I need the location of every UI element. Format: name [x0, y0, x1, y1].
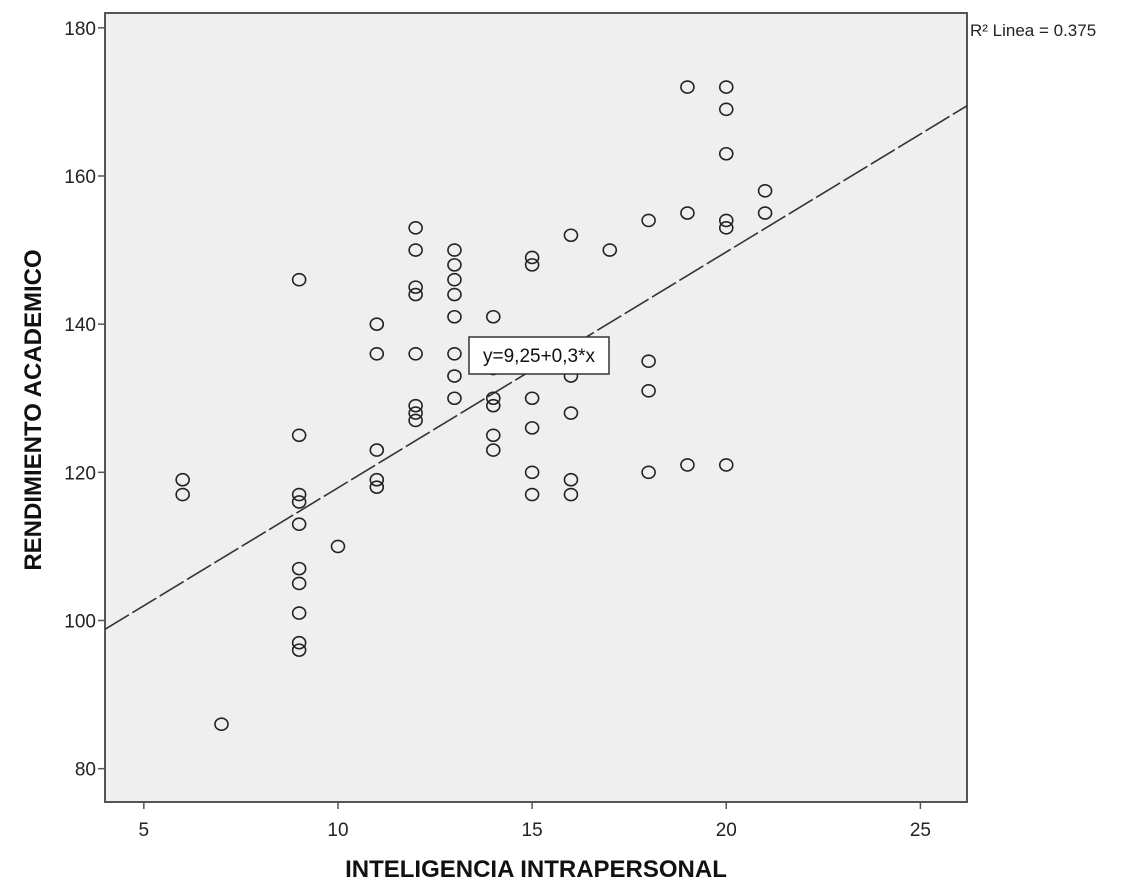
- data-point: [718, 102, 734, 117]
- x-tick-label: 25: [910, 820, 931, 841]
- data-point: [408, 243, 423, 257]
- y-axis-title: RENDIMIENTO ACADEMICO: [20, 249, 47, 570]
- data-point: [447, 272, 462, 287]
- x-tick-label: 20: [716, 820, 737, 841]
- data-point: [680, 458, 695, 472]
- data-point: [408, 346, 423, 361]
- data-point: [408, 398, 423, 413]
- data-point: [291, 487, 307, 502]
- x-axis-ticks: 5 10 15 20 25: [139, 802, 931, 841]
- fit-equation-annotation: y=9,25+0,3*x: [468, 336, 610, 375]
- x-tick-label: 5: [139, 820, 150, 841]
- data-point: [563, 228, 579, 243]
- data-point: [718, 80, 734, 94]
- data-point: [447, 346, 462, 361]
- data-point: [291, 561, 307, 576]
- data-point: [291, 606, 307, 620]
- data-point: [602, 243, 618, 257]
- data-point: [641, 465, 656, 480]
- data-point: [214, 717, 229, 732]
- y-tick-label: 160: [64, 167, 96, 188]
- data-point: [563, 487, 579, 502]
- data-point: [291, 635, 307, 650]
- data-point: [524, 250, 540, 265]
- data-point: [447, 309, 462, 324]
- data-point: [563, 406, 579, 420]
- data-point: [641, 384, 656, 398]
- data-point: [485, 309, 501, 324]
- data-point: [563, 472, 579, 487]
- data-point: [524, 487, 540, 502]
- data-point: [757, 184, 773, 198]
- data-point: [524, 258, 540, 272]
- data-point: [175, 472, 190, 487]
- y-tick-label: 100: [64, 611, 96, 632]
- x-tick-label: 15: [522, 820, 543, 841]
- data-point: [447, 369, 462, 383]
- data-point: [369, 346, 385, 361]
- r-squared-label: R² Linea = 0.375: [970, 21, 1096, 40]
- fit-equation-box: [468, 336, 610, 375]
- data-point: [447, 287, 462, 302]
- data-points: [175, 80, 773, 732]
- data-point: [641, 213, 656, 228]
- data-point: [291, 517, 307, 531]
- data-point: [447, 258, 462, 272]
- data-point: [485, 428, 501, 443]
- data-point: [641, 354, 656, 368]
- data-point: [447, 391, 462, 406]
- data-point: [291, 272, 307, 287]
- data-point: [175, 487, 190, 502]
- data-point: [524, 465, 540, 480]
- y-axis-ticks: 80 100 120 140 160 180: [64, 19, 105, 781]
- data-point: [369, 480, 385, 494]
- data-point: [330, 539, 346, 554]
- data-point: [447, 243, 462, 257]
- data-point: [291, 643, 307, 657]
- x-axis-title: INTELIGENCIA INTRAPERSONAL: [345, 856, 727, 883]
- data-point: [408, 406, 423, 420]
- data-point: [718, 458, 734, 472]
- data-point: [369, 317, 385, 331]
- data-point: [524, 391, 540, 406]
- data-point: [369, 472, 385, 487]
- data-point: [369, 443, 385, 457]
- data-point: [408, 221, 423, 235]
- data-point: [408, 413, 423, 428]
- data-point: [291, 428, 307, 443]
- data-point: [524, 421, 540, 435]
- plot-area: [104, 12, 968, 803]
- data-point: [485, 391, 501, 406]
- data-point: [485, 398, 501, 413]
- data-point: [485, 443, 501, 457]
- x-tick-label: 10: [327, 820, 348, 841]
- data-point: [718, 213, 734, 228]
- y-tick-label: 180: [64, 19, 96, 40]
- data-point: [408, 287, 423, 302]
- y-tick-label: 140: [64, 315, 96, 336]
- y-tick-label: 80: [75, 760, 96, 781]
- data-point: [408, 280, 423, 294]
- data-point: [291, 576, 307, 591]
- data-point: [680, 206, 695, 220]
- y-tick-label: 120: [64, 463, 96, 484]
- data-point: [291, 495, 307, 509]
- fit-equation-label: y=9,25+0,3*x: [483, 346, 595, 367]
- data-point: [718, 146, 734, 161]
- data-point: [757, 206, 773, 220]
- data-point: [718, 221, 734, 235]
- data-point: [680, 80, 695, 94]
